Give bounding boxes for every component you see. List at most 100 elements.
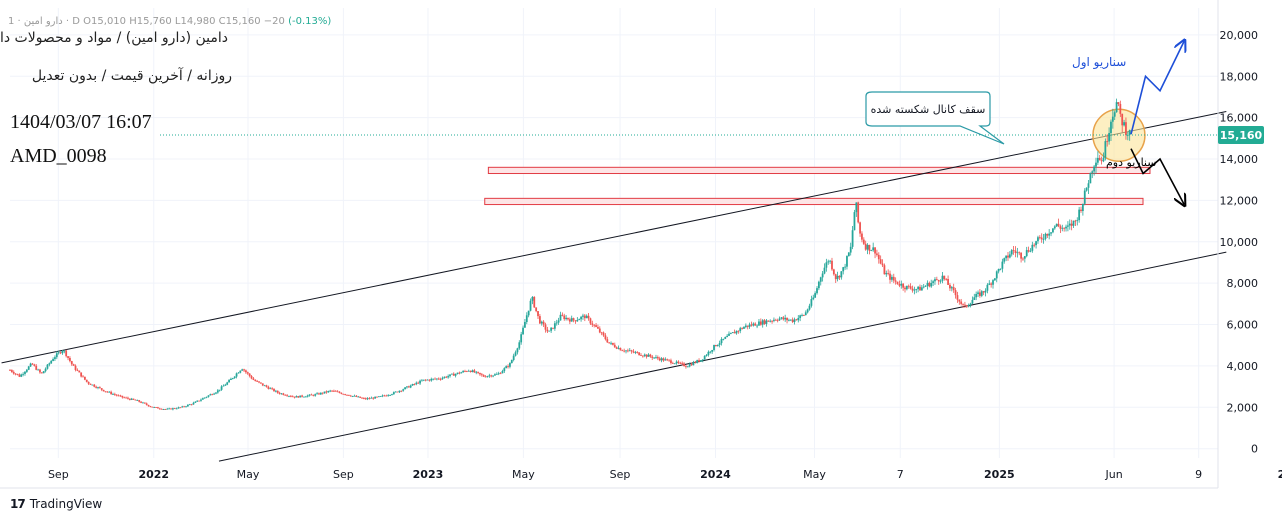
candle-body — [1057, 223, 1060, 227]
candle-body — [364, 398, 367, 400]
candle-body — [722, 338, 725, 340]
candle-body — [164, 409, 167, 410]
candle-body — [340, 392, 343, 394]
candle-body — [1027, 250, 1030, 252]
candle-body — [988, 283, 991, 285]
candle-body — [205, 396, 208, 398]
candle-body — [763, 320, 766, 324]
candle-body — [919, 286, 921, 291]
candle-body — [529, 300, 532, 311]
candle-body — [1100, 160, 1103, 162]
candle-body — [76, 369, 79, 371]
time-axis[interactable]: Sep 2022 May Sep 2023 May Sep 2024 May 7 2025 Jun 9 2… — [0, 468, 1282, 489]
callout-text: سقف کانال شکسته شده — [871, 103, 986, 116]
candle-body — [119, 395, 122, 397]
candle-body — [1126, 134, 1129, 136]
candle-body — [666, 359, 669, 361]
candle-body — [357, 396, 360, 398]
candle-body — [128, 398, 131, 400]
candle-body — [488, 375, 491, 377]
candle-body — [261, 383, 264, 386]
candle-body — [625, 350, 627, 352]
candle-body — [465, 371, 468, 372]
price-axis[interactable]: 0 2,000 4,000 6,000 8,000 10,000 12,000 14,000 1… — [1217, 0, 1259, 488]
last-price-label: 15,160 — [1220, 129, 1263, 142]
candle-body — [1003, 258, 1006, 262]
candle-body — [956, 295, 959, 300]
candle-body — [265, 385, 268, 387]
candle-body — [655, 357, 657, 358]
candle-body — [29, 363, 32, 367]
candle-body — [700, 360, 702, 362]
x-tick-label: Sep — [48, 468, 69, 481]
candle-body — [145, 403, 148, 405]
x-tick-label: 2025 — [984, 468, 1015, 481]
candle-body — [286, 395, 289, 397]
candle-body — [950, 287, 953, 289]
candle-body — [422, 379, 425, 381]
candle-body — [600, 332, 603, 334]
candle-body — [246, 372, 249, 374]
candle-body — [338, 391, 341, 393]
candle-body — [27, 366, 30, 370]
candle-body — [207, 395, 210, 397]
candle-body — [419, 380, 421, 384]
candle-body — [1016, 252, 1019, 254]
candle-body — [344, 394, 347, 395]
candle-body — [72, 364, 75, 366]
annotation-callout[interactable]: سقف کانال شکسته شده — [865, 91, 1005, 145]
candle-body — [696, 360, 699, 363]
candle-body — [726, 335, 729, 338]
candle-body — [406, 386, 408, 388]
candle-body — [467, 370, 470, 372]
candle-body — [962, 303, 964, 305]
candle-body — [426, 379, 429, 381]
candle-body — [1033, 244, 1036, 246]
candle-body — [849, 246, 852, 253]
candle-body — [649, 354, 652, 357]
candle-body — [316, 393, 318, 395]
candle-body — [117, 395, 120, 397]
candle-body — [385, 395, 388, 397]
candle-body — [658, 358, 661, 361]
candle-body — [842, 267, 845, 272]
candle-body — [524, 322, 526, 328]
candle-body — [1108, 133, 1110, 142]
x-tick-label: 2024 — [700, 468, 731, 481]
candle-body — [1029, 250, 1032, 252]
candle-body — [668, 359, 670, 361]
candle-body — [980, 291, 983, 296]
support-zones — [484, 166, 1151, 206]
candle-body — [838, 275, 841, 278]
candle-body — [887, 273, 890, 274]
x-tick-label: May — [512, 468, 535, 481]
candle-body — [486, 376, 489, 377]
candle-body — [937, 280, 940, 282]
candle-body — [891, 276, 893, 280]
candle-body — [995, 271, 998, 279]
candle-body — [398, 390, 401, 393]
candle-body — [580, 316, 582, 320]
candle-body — [325, 391, 328, 393]
candle-body — [411, 384, 414, 386]
y-tick-label: 6,000 — [1227, 319, 1259, 332]
candle-body — [857, 202, 860, 223]
candle-body — [846, 256, 848, 267]
candle-body — [750, 324, 753, 326]
candle-body — [608, 342, 611, 344]
candle-body — [1040, 237, 1043, 240]
tradingview-logo[interactable]: 17 TradingView — [10, 497, 102, 511]
candle-body — [527, 310, 530, 316]
candle-body — [662, 358, 665, 361]
candle-body — [965, 305, 968, 307]
candle-body — [171, 408, 174, 410]
candle-body — [866, 244, 869, 250]
candle-body — [613, 344, 616, 348]
candle-body — [542, 321, 545, 325]
x-tick-label: 2023 — [413, 468, 444, 481]
candle-body — [593, 324, 596, 326]
candle-body — [591, 323, 594, 325]
candle-body — [263, 385, 266, 387]
x-tick-label: Sep — [610, 468, 631, 481]
